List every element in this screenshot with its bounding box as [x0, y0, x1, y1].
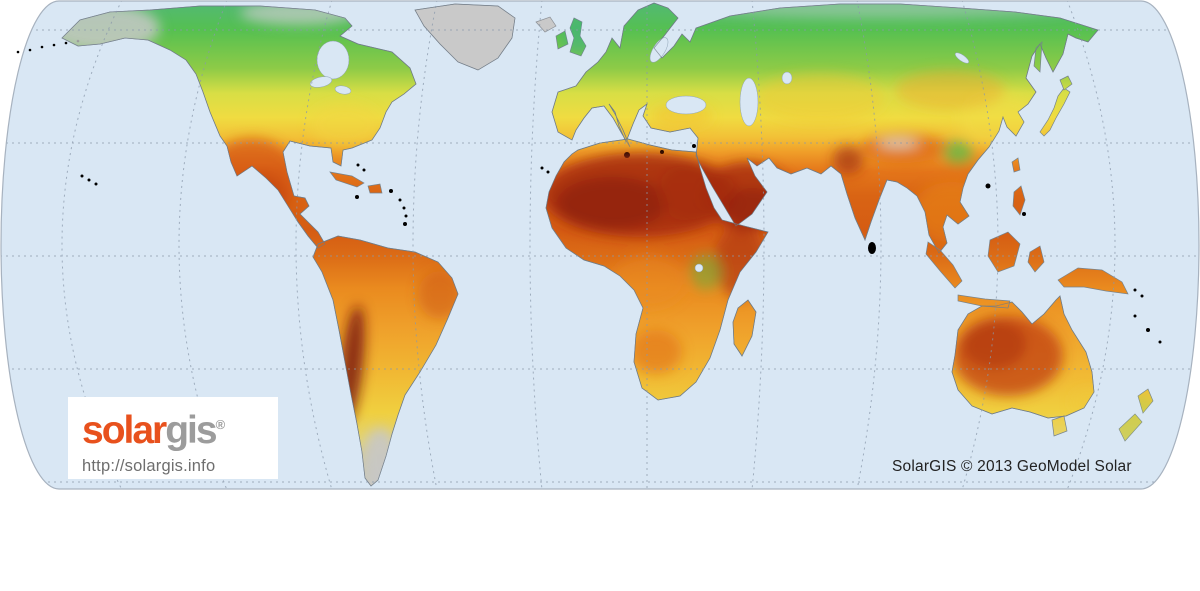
map-boundary — [0, 0, 1200, 490]
world-map: SolarGIS © 2013 GeoModel Solar solargis®… — [0, 0, 1200, 490]
solargis-logo: solargis® — [82, 403, 278, 453]
registered-trademark-icon: ® — [215, 417, 226, 432]
island-sri-lanka — [868, 242, 876, 254]
baltic-sea — [649, 37, 669, 63]
inland-seas — [309, 37, 970, 273]
world-map-svg — [0, 0, 1200, 490]
solargis-logo-box: solargis® http://solargis.info — [68, 397, 278, 479]
graticule — [1, 1, 1199, 489]
caspian-sea — [739, 77, 759, 127]
hudson-bay — [316, 40, 350, 80]
solargis-url-link[interactable]: http://solargis.info — [82, 457, 216, 475]
great-lakes-west — [309, 76, 333, 88]
continents — [61, 2, 1162, 487]
aral-sea — [781, 71, 793, 85]
logo-word-solar: solar — [82, 409, 167, 452]
map-copyright: SolarGIS © 2013 GeoModel Solar — [892, 458, 1132, 475]
lake-baikal — [954, 52, 970, 64]
island-hispaniola — [367, 183, 383, 194]
lake-victoria — [694, 263, 704, 273]
legend: Long-term average of: Annual sum < 70090… — [0, 490, 1200, 591]
black-sea — [665, 95, 707, 115]
logo-word-gis: gis — [165, 409, 217, 452]
great-lakes-east — [334, 85, 352, 95]
